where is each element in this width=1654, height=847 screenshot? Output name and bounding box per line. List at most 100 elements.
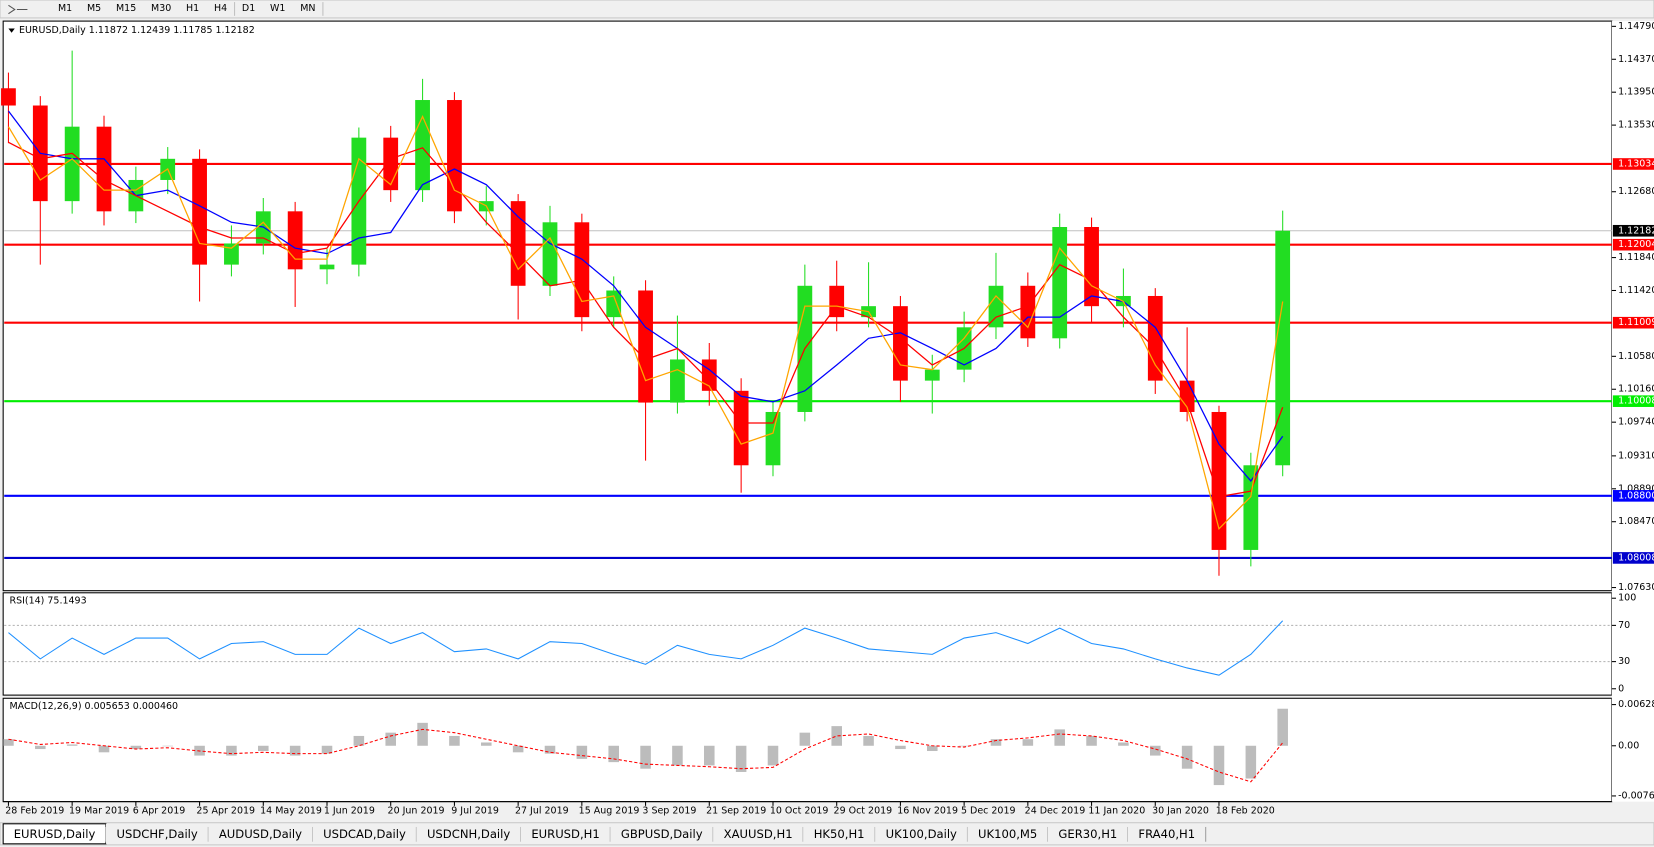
- tab-label[interactable]: EURUSD,Daily: [14, 827, 96, 841]
- candle-body: [1275, 230, 1291, 466]
- x-tick-label: 11 Jan 2020: [1088, 806, 1145, 817]
- tab[interactable]: [875, 823, 968, 844]
- x-tick-label: 15 Aug 2019: [579, 806, 640, 817]
- x-tick-label: 28 Feb 2019: [5, 806, 64, 817]
- tab-label[interactable]: USDCNH,Daily: [427, 827, 510, 841]
- tab-label[interactable]: GBPUSD,Daily: [621, 827, 703, 841]
- timeframe-button[interactable]: H1: [186, 3, 199, 14]
- moving-average: [7, 114, 1284, 530]
- tab[interactable]: [967, 823, 1048, 844]
- x-tick-label: 19 Mar 2019: [69, 806, 129, 817]
- candle-body: [829, 285, 845, 318]
- level-label-bg: [1612, 158, 1654, 170]
- level-label-bg: [1612, 395, 1654, 407]
- candle-body: [733, 390, 749, 466]
- tab[interactable]: [1127, 823, 1206, 844]
- y-tick-label: 1.14790: [1618, 21, 1654, 32]
- tab[interactable]: [208, 823, 313, 844]
- toolbar-icon[interactable]: [8, 4, 28, 15]
- timeframe-button[interactable]: M5: [87, 3, 101, 14]
- macd-bar: [863, 735, 874, 746]
- tab[interactable]: [105, 823, 209, 844]
- y-tick-label: 1.07630: [1618, 582, 1654, 593]
- last-price-bg: [1612, 224, 1654, 237]
- macd-bar: [3, 739, 14, 746]
- rsi-tick-label: 70: [1618, 620, 1630, 631]
- macd-signal: [8, 728, 1284, 783]
- x-tick-label: 3 Sep 2019: [642, 806, 696, 817]
- candle-body: [1, 88, 16, 106]
- candle-body: [510, 201, 526, 286]
- tab-label[interactable]: GER30,H1: [1058, 827, 1117, 841]
- rsi-line: [8, 620, 1284, 676]
- y-tick-label: 1.10160: [1618, 384, 1654, 395]
- level-label: 1.11009: [1618, 317, 1654, 328]
- timeframe-button[interactable]: W1: [270, 3, 285, 14]
- macd-bar: [672, 745, 683, 766]
- price-axis: [1611, 21, 1654, 802]
- macd-bar: [321, 745, 333, 754]
- macd-bar: [35, 745, 46, 750]
- tab-label[interactable]: USDCHF,Daily: [116, 827, 197, 841]
- rsi-header: RSI(14) 75.1493: [9, 596, 86, 607]
- candle-body: [638, 290, 653, 403]
- x-tick-label: 6 Apr 2019: [133, 806, 186, 817]
- y-tick-label: 1.08470: [1618, 516, 1654, 527]
- timeframe-button[interactable]: MN: [300, 3, 315, 14]
- level-label: 1.10008: [1618, 396, 1654, 407]
- y-tick-label: 1.08890: [1618, 483, 1654, 494]
- macd-bar: [544, 745, 556, 754]
- macd-bar: [1118, 742, 1129, 746]
- macd-bar: [226, 745, 237, 756]
- tab[interactable]: [610, 823, 714, 844]
- x-tick-label: 14 May 2019: [260, 806, 322, 817]
- timeframe-button[interactable]: D1: [242, 3, 255, 14]
- timeframe-button[interactable]: M30: [151, 3, 171, 14]
- macd-bar: [66, 744, 78, 746]
- tab-label[interactable]: FRA40,H1: [1138, 827, 1195, 841]
- candle-body: [542, 222, 558, 286]
- tab[interactable]: [713, 823, 804, 844]
- candle-body: [1084, 227, 1099, 307]
- tab[interactable]: [1047, 823, 1128, 844]
- tab-label[interactable]: AUDUSD,Daily: [219, 827, 302, 841]
- tab[interactable]: [520, 823, 611, 844]
- macd-bar: [608, 745, 619, 763]
- x-tick-label: 24 Dec 2019: [1025, 806, 1086, 817]
- tab-label[interactable]: USDCAD,Daily: [323, 827, 406, 841]
- tab-label[interactable]: UK100,Daily: [886, 827, 957, 841]
- macd-bar: [799, 732, 811, 746]
- candle-body: [765, 411, 781, 466]
- timeframe-button[interactable]: H4: [214, 3, 227, 14]
- moving-average: [8, 141, 1284, 498]
- macd-bar: [353, 735, 365, 746]
- tab-label[interactable]: HK50,H1: [814, 827, 865, 841]
- macd-bar: [1054, 729, 1065, 746]
- candle-body: [1052, 227, 1068, 339]
- macd-tick-label: 0.00: [1618, 740, 1639, 751]
- candle-body: [574, 222, 590, 318]
- y-tick-label: 1.13530: [1618, 120, 1654, 131]
- tab[interactable]: [416, 823, 521, 844]
- rsi-pane: [2, 592, 1613, 696]
- x-tick-label: 16 Nov 2019: [897, 806, 958, 817]
- macd-bar: [512, 745, 524, 753]
- timeframe-button[interactable]: M15: [116, 3, 136, 14]
- macd-bar: [98, 745, 110, 753]
- tab-label[interactable]: XAUUSD,H1: [724, 827, 793, 841]
- tab[interactable]: [312, 823, 417, 844]
- macd-bar: [289, 745, 301, 756]
- rsi-tick-label: 0: [1618, 683, 1624, 694]
- header-arrow[interactable]: [8, 28, 15, 33]
- level-label: 1.08800: [1618, 490, 1654, 501]
- candle-body: [988, 285, 1004, 328]
- y-tick-label: 1.09740: [1618, 417, 1654, 428]
- macd-bar: [1181, 745, 1193, 769]
- x-tick-label: 9 Jul 2019: [451, 806, 499, 817]
- timeframe-button[interactable]: M1: [58, 3, 72, 14]
- y-tick-label: 1.10580: [1618, 351, 1654, 362]
- x-tick-label: 29 Oct 2019: [834, 806, 893, 817]
- tab[interactable]: [803, 823, 876, 844]
- tab-label[interactable]: UK100,M5: [978, 827, 1037, 841]
- tab-label[interactable]: EURUSD,H1: [531, 827, 599, 841]
